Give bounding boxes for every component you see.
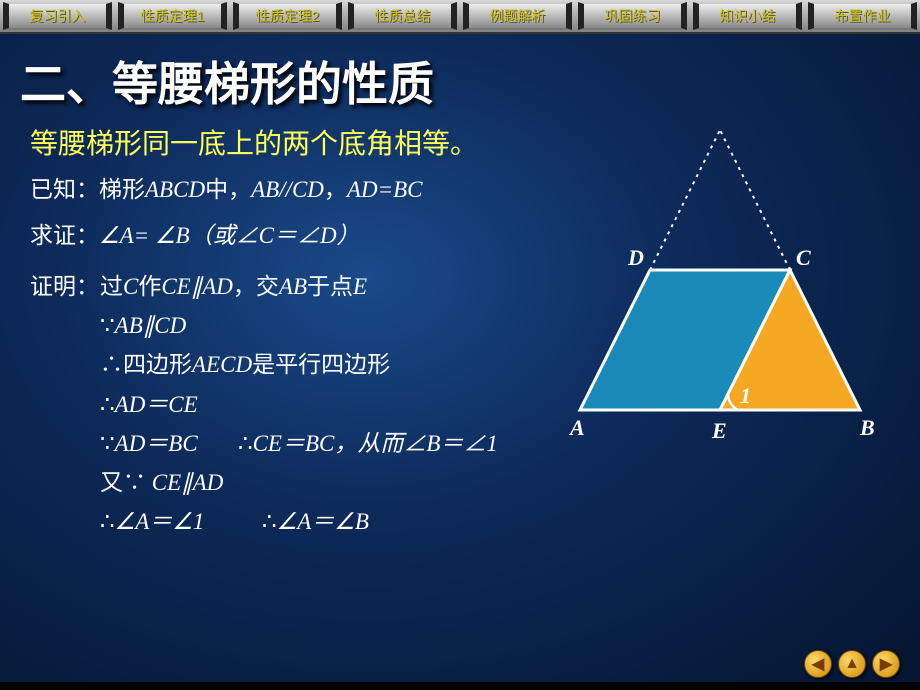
nav-btn-1[interactable]: 性质定理1	[118, 2, 227, 30]
proof-l7: ∴∠A＝∠1 ∴∠A＝∠B	[100, 502, 920, 541]
label-d: D	[627, 245, 644, 270]
bottom-bar	[0, 682, 920, 690]
chevron-left-icon: ◀	[812, 654, 824, 674]
chevron-right-icon: ▶	[880, 654, 892, 674]
given-prefix: 已知：梯形	[30, 177, 145, 202]
nav-btn-5[interactable]: 巩固练习	[578, 2, 687, 30]
label-a: A	[568, 415, 585, 440]
given-abcd: ABCD	[145, 177, 205, 202]
label-angle-1: 1	[740, 383, 751, 408]
nav-btn-4[interactable]: 例题解析	[463, 2, 572, 30]
given-abcd-par: AB//CD	[251, 177, 324, 202]
label-e: E	[711, 418, 727, 443]
nav-btn-3[interactable]: 性质总结	[348, 2, 457, 30]
given-mid2: ，	[324, 177, 347, 202]
prove-expr: ∠A= ∠B（或∠C＝∠D）	[99, 223, 360, 248]
nav-btn-6[interactable]: 知识小结	[693, 2, 802, 30]
dotted-line-d-apex	[650, 130, 720, 270]
prev-button[interactable]: ◀	[804, 650, 832, 678]
home-button[interactable]: ▲	[838, 650, 866, 678]
nav-btn-0[interactable]: 复习引入	[3, 2, 112, 30]
proof-l6: 又∵ CE∥AD	[100, 463, 920, 502]
label-b: B	[859, 415, 875, 440]
prove-prefix: 求证：	[30, 223, 99, 248]
dotted-line-c-apex	[720, 130, 790, 270]
next-button[interactable]: ▶	[872, 650, 900, 678]
trapezoid-diagram: A B C D E 1	[560, 110, 890, 450]
top-nav: 复习引入 性质定理1 性质定理2 性质总结 例题解析 巩固练习 知识小结 布置作…	[0, 0, 920, 34]
page-title: 二、等腰梯形的性质	[20, 48, 920, 114]
proof-label: 证明：	[30, 267, 99, 301]
given-adeqbc: AD=BC	[347, 177, 423, 202]
footer-nav: ◀ ▲ ▶	[804, 650, 900, 678]
chevron-up-icon: ▲	[844, 655, 860, 673]
given-mid1: 中，	[205, 177, 251, 202]
nav-btn-2[interactable]: 性质定理2	[233, 2, 342, 30]
nav-btn-7[interactable]: 布置作业	[808, 2, 917, 30]
label-c: C	[796, 245, 811, 270]
